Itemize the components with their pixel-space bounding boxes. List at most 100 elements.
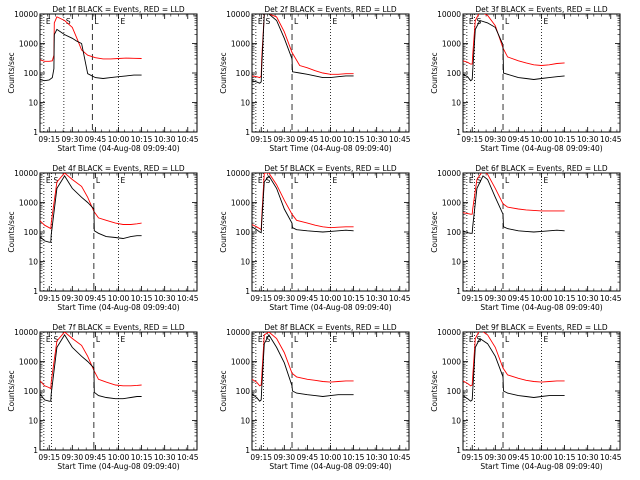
- x-tick-label: 09:45: [297, 294, 319, 303]
- panel-title: Det 2f BLACK = Events, RED = LLD: [264, 5, 397, 14]
- y-tick-label: 1: [456, 128, 461, 137]
- detector-panel-5: Det 5f BLACK = Events, RED = LLD 1 10 100 10…: [219, 164, 411, 312]
- y-tick-label: 10: [451, 258, 461, 267]
- marker-label: E: [333, 176, 338, 185]
- y-tick-label: 10: [28, 258, 38, 267]
- y-tick-label: 10: [240, 417, 250, 426]
- series-events: [463, 175, 565, 234]
- x-tick-label: 09:30: [62, 453, 84, 462]
- x-tick-label: 10:15: [554, 135, 576, 144]
- marker-label: S: [266, 176, 271, 185]
- x-tick-label: 10:45: [177, 294, 199, 303]
- x-axis-label: Start Time (04-Aug-08 09:09:40): [57, 462, 179, 471]
- marker-label: E: [469, 176, 474, 185]
- detector-panel-3: Det 3f BLACK = Events, RED = LLD 1 10 100 10…: [430, 5, 622, 153]
- series-lld: [252, 332, 354, 387]
- series-events: [252, 14, 354, 84]
- y-tick-label: 100: [24, 69, 39, 78]
- y-tick-label: 10000: [437, 10, 461, 19]
- marker-label: L: [505, 335, 510, 344]
- x-tick-label: 10:00: [108, 453, 130, 462]
- x-tick-label: 10:15: [343, 453, 365, 462]
- y-tick-label: 100: [236, 69, 251, 78]
- y-tick-label: 100: [24, 387, 39, 396]
- x-tick-label: 10:45: [600, 135, 622, 144]
- x-tick-label: 09:15: [250, 135, 272, 144]
- x-tick-label: 09:30: [485, 135, 507, 144]
- x-tick-label: 10:30: [577, 294, 599, 303]
- y-tick-label: 10000: [226, 328, 250, 337]
- x-tick-label: 10:45: [389, 453, 411, 462]
- x-tick-label: 09:45: [508, 135, 530, 144]
- y-tick-label: 10: [451, 99, 461, 108]
- marker-label: E: [258, 17, 263, 26]
- series-events: [40, 28, 142, 82]
- y-axis-label: Counts/sec: [430, 211, 439, 252]
- panel-title: Det 4f BLACK = Events, RED = LLD: [52, 164, 185, 173]
- x-tick-label: 10:15: [554, 453, 576, 462]
- series-lld: [40, 173, 142, 230]
- y-tick-label: 1: [33, 446, 38, 455]
- series-events: [252, 175, 354, 234]
- marker-label: E: [469, 17, 474, 26]
- marker-label: S: [266, 335, 271, 344]
- panel-title: Det 9f BLACK = Events, RED = LLD: [475, 323, 608, 332]
- marker-label: E: [544, 335, 549, 344]
- y-tick-label: 1000: [231, 199, 250, 208]
- y-tick-label: 100: [447, 69, 462, 78]
- x-tick-label: 09:45: [297, 135, 319, 144]
- series-lld: [40, 16, 142, 62]
- x-tick-label: 09:30: [485, 453, 507, 462]
- y-axis-label: Counts/sec: [430, 52, 439, 93]
- y-axis-label: Counts/sec: [7, 52, 16, 93]
- x-tick-label: 10:15: [343, 294, 365, 303]
- marker-label: E: [46, 176, 51, 185]
- x-tick-label: 09:45: [508, 453, 530, 462]
- marker-label: S: [266, 17, 271, 26]
- x-tick-label: 10:30: [577, 135, 599, 144]
- marker-label: E: [258, 176, 263, 185]
- panel-title: Det 1f BLACK = Events, RED = LLD: [52, 5, 185, 14]
- marker-label: S: [54, 335, 59, 344]
- x-axis-label: Start Time (04-Aug-08 09:09:40): [269, 144, 391, 153]
- marker-label: L: [294, 17, 299, 26]
- series-events: [463, 337, 565, 402]
- y-tick-label: 1000: [19, 358, 38, 367]
- x-tick-label: 10:45: [389, 135, 411, 144]
- y-tick-label: 100: [24, 228, 39, 237]
- x-tick-label: 10:00: [320, 135, 342, 144]
- y-tick-label: 1: [33, 287, 38, 296]
- y-tick-label: 10000: [14, 169, 38, 178]
- y-tick-label: 1000: [442, 358, 461, 367]
- x-tick-label: 10:30: [154, 294, 176, 303]
- x-tick-label: 09:45: [85, 294, 107, 303]
- x-tick-label: 10:45: [389, 294, 411, 303]
- y-axis-label: Counts/sec: [219, 52, 228, 93]
- series-lld: [463, 332, 565, 387]
- x-tick-label: 10:45: [600, 453, 622, 462]
- detector-panel-1: Det 1f BLACK = Events, RED = LLD 1 10 100 10…: [7, 5, 199, 153]
- y-tick-label: 10: [28, 417, 38, 426]
- series-lld: [463, 173, 565, 215]
- marker-label: E: [121, 17, 126, 26]
- x-tick-label: 10:00: [320, 453, 342, 462]
- marker-label: L: [96, 335, 101, 344]
- y-tick-label: 10000: [437, 169, 461, 178]
- x-tick-label: 10:00: [531, 294, 553, 303]
- x-tick-label: 10:45: [600, 294, 622, 303]
- y-tick-label: 1: [456, 446, 461, 455]
- x-tick-label: 09:15: [38, 453, 60, 462]
- x-tick-label: 09:45: [85, 135, 107, 144]
- y-tick-label: 1000: [231, 358, 250, 367]
- y-tick-label: 1000: [442, 199, 461, 208]
- x-axis-label: Start Time (04-Aug-08 09:09:40): [480, 144, 602, 153]
- x-tick-label: 10:00: [531, 135, 553, 144]
- x-tick-label: 09:30: [274, 453, 296, 462]
- marker-label: E: [46, 335, 51, 344]
- x-tick-label: 10:15: [131, 135, 153, 144]
- marker-label: E: [333, 17, 338, 26]
- y-tick-label: 1: [456, 287, 461, 296]
- panel-title: Det 3f BLACK = Events, RED = LLD: [475, 5, 608, 14]
- panel-title: Det 6f BLACK = Events, RED = LLD: [475, 164, 608, 173]
